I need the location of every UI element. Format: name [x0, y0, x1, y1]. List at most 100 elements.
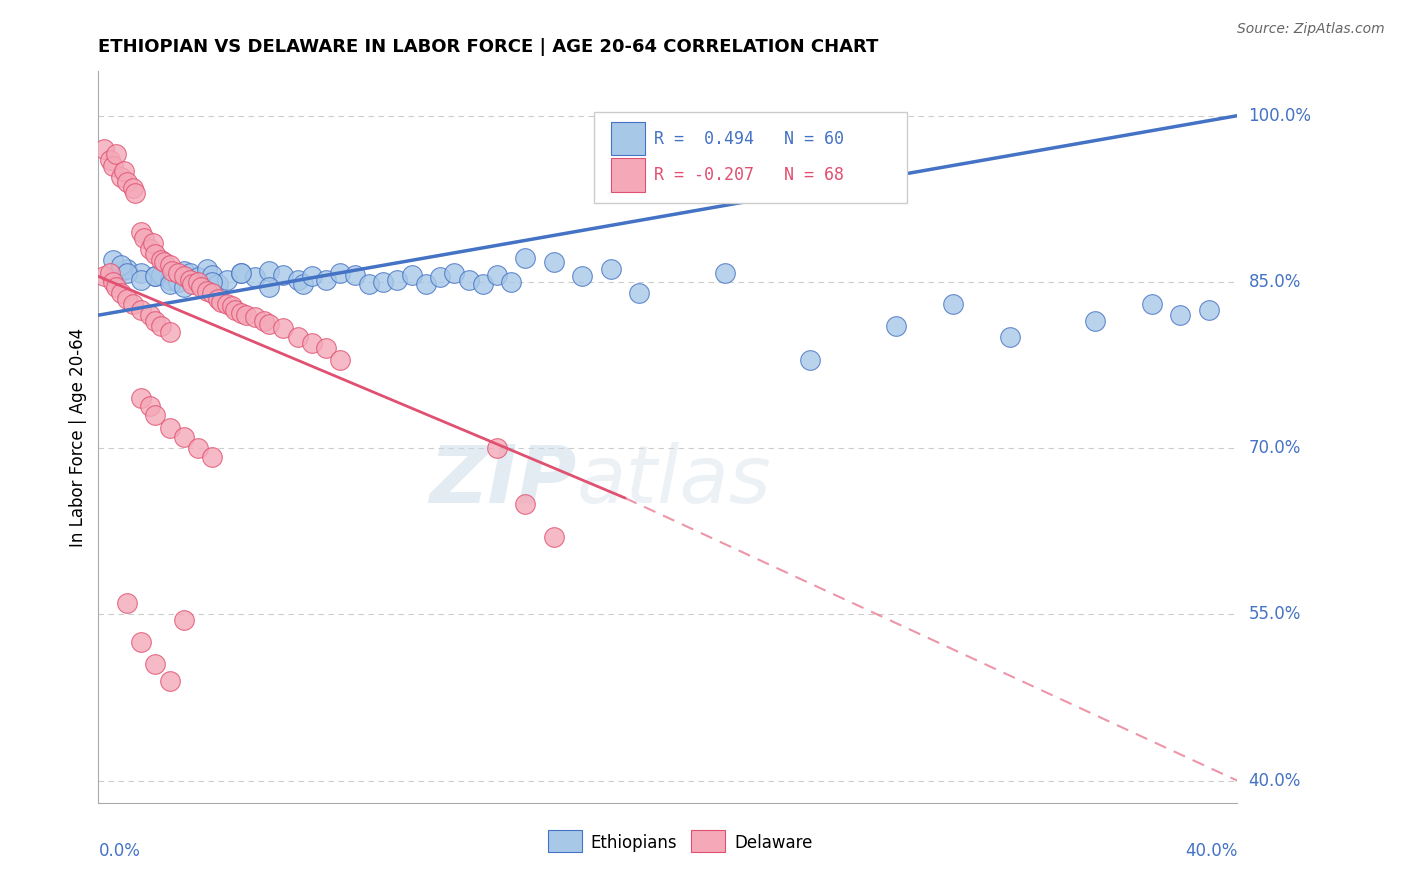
Point: [179, 266, 201, 280]
Point: [415, 277, 437, 292]
Text: ZIP: ZIP: [429, 442, 576, 520]
Point: [998, 330, 1021, 344]
Point: [101, 159, 124, 173]
Point: [471, 277, 494, 292]
Point: [443, 266, 465, 280]
Point: [145, 314, 167, 328]
Point: [252, 314, 274, 328]
Point: [129, 392, 152, 406]
Point: [167, 266, 190, 280]
Y-axis label: In Labor Force | Age 20-64: In Labor Force | Age 20-64: [69, 327, 87, 547]
Point: [215, 297, 238, 311]
Point: [138, 308, 160, 322]
Point: [173, 430, 195, 444]
Point: [167, 275, 190, 289]
Point: [121, 297, 143, 311]
Point: [1084, 314, 1107, 328]
Text: ETHIOPIAN VS DELAWARE IN LABOR FORCE | AGE 20-64 CORRELATION CHART: ETHIOPIAN VS DELAWARE IN LABOR FORCE | A…: [98, 38, 879, 56]
Point: [329, 352, 352, 367]
Point: [150, 268, 173, 283]
Point: [884, 319, 907, 334]
Point: [159, 258, 181, 272]
Point: [104, 280, 127, 294]
Point: [129, 266, 152, 280]
Point: [543, 255, 565, 269]
Point: [159, 673, 181, 688]
Point: [229, 266, 252, 280]
Point: [121, 180, 143, 194]
Point: [221, 299, 243, 313]
Point: [457, 273, 479, 287]
Point: [287, 330, 309, 344]
Point: [145, 408, 167, 422]
Point: [98, 153, 121, 167]
Point: [209, 294, 232, 309]
FancyBboxPatch shape: [612, 122, 645, 155]
Point: [224, 302, 246, 317]
Text: 40.0%: 40.0%: [1185, 842, 1237, 860]
Point: [110, 258, 132, 272]
FancyBboxPatch shape: [548, 830, 582, 852]
Point: [235, 308, 257, 322]
Point: [301, 269, 323, 284]
Point: [315, 342, 337, 356]
Point: [115, 175, 138, 189]
Point: [259, 264, 281, 278]
Point: [1198, 302, 1220, 317]
Point: [101, 269, 124, 284]
Point: [141, 236, 163, 251]
Text: Ethiopians: Ethiopians: [591, 834, 678, 852]
Point: [181, 277, 204, 292]
Point: [486, 268, 509, 283]
Point: [343, 268, 366, 283]
Point: [110, 264, 132, 278]
Point: [115, 266, 138, 280]
Point: [195, 261, 218, 276]
Point: [138, 242, 160, 256]
Point: [129, 273, 152, 287]
Point: [173, 269, 195, 284]
Point: [129, 225, 152, 239]
Point: [179, 273, 201, 287]
Point: [486, 441, 509, 455]
FancyBboxPatch shape: [690, 830, 725, 852]
Text: 70.0%: 70.0%: [1249, 439, 1301, 458]
Point: [132, 230, 155, 244]
Point: [187, 270, 209, 285]
Point: [315, 273, 337, 287]
Point: [571, 269, 593, 284]
Point: [401, 268, 423, 283]
Point: [243, 270, 266, 285]
Point: [145, 269, 167, 284]
Point: [162, 264, 184, 278]
Point: [429, 270, 451, 285]
Point: [150, 252, 173, 267]
Point: [145, 247, 167, 261]
Point: [799, 352, 821, 367]
Point: [201, 275, 224, 289]
Point: [104, 147, 127, 161]
Point: [714, 266, 737, 280]
Point: [195, 284, 218, 298]
FancyBboxPatch shape: [612, 159, 645, 192]
Point: [628, 285, 651, 300]
Point: [229, 306, 252, 320]
Point: [229, 266, 252, 280]
Text: Delaware: Delaware: [734, 834, 813, 852]
Text: atlas: atlas: [576, 442, 772, 520]
Point: [150, 319, 173, 334]
Point: [515, 497, 537, 511]
Point: [159, 421, 181, 435]
Point: [287, 273, 309, 287]
Point: [145, 657, 167, 672]
Point: [201, 450, 224, 464]
Point: [301, 335, 323, 350]
Point: [138, 399, 160, 413]
Point: [190, 280, 212, 294]
Point: [201, 285, 224, 300]
Point: [215, 273, 238, 287]
Point: [1170, 308, 1192, 322]
Point: [259, 317, 281, 331]
Point: [942, 297, 965, 311]
Text: 100.0%: 100.0%: [1249, 107, 1312, 125]
